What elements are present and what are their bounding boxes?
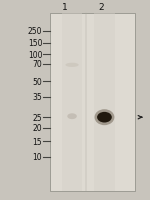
Bar (62, 14, 82, 191)
Text: 2: 2 (99, 3, 104, 12)
Text: 35: 35 (33, 93, 42, 102)
Text: 70: 70 (33, 60, 42, 69)
Text: 15: 15 (33, 137, 42, 146)
Text: 250: 250 (28, 27, 42, 36)
Text: 150: 150 (28, 39, 42, 48)
Text: 25: 25 (33, 113, 42, 122)
Text: 20: 20 (33, 124, 42, 133)
Bar (50, 14, 135, 191)
Ellipse shape (67, 114, 77, 120)
Ellipse shape (65, 63, 79, 68)
Bar (94, 14, 115, 191)
Ellipse shape (94, 110, 114, 126)
Ellipse shape (97, 112, 112, 123)
Text: 1: 1 (62, 3, 68, 12)
Text: 100: 100 (28, 50, 42, 59)
Text: 10: 10 (33, 153, 42, 162)
Text: 50: 50 (33, 77, 42, 86)
